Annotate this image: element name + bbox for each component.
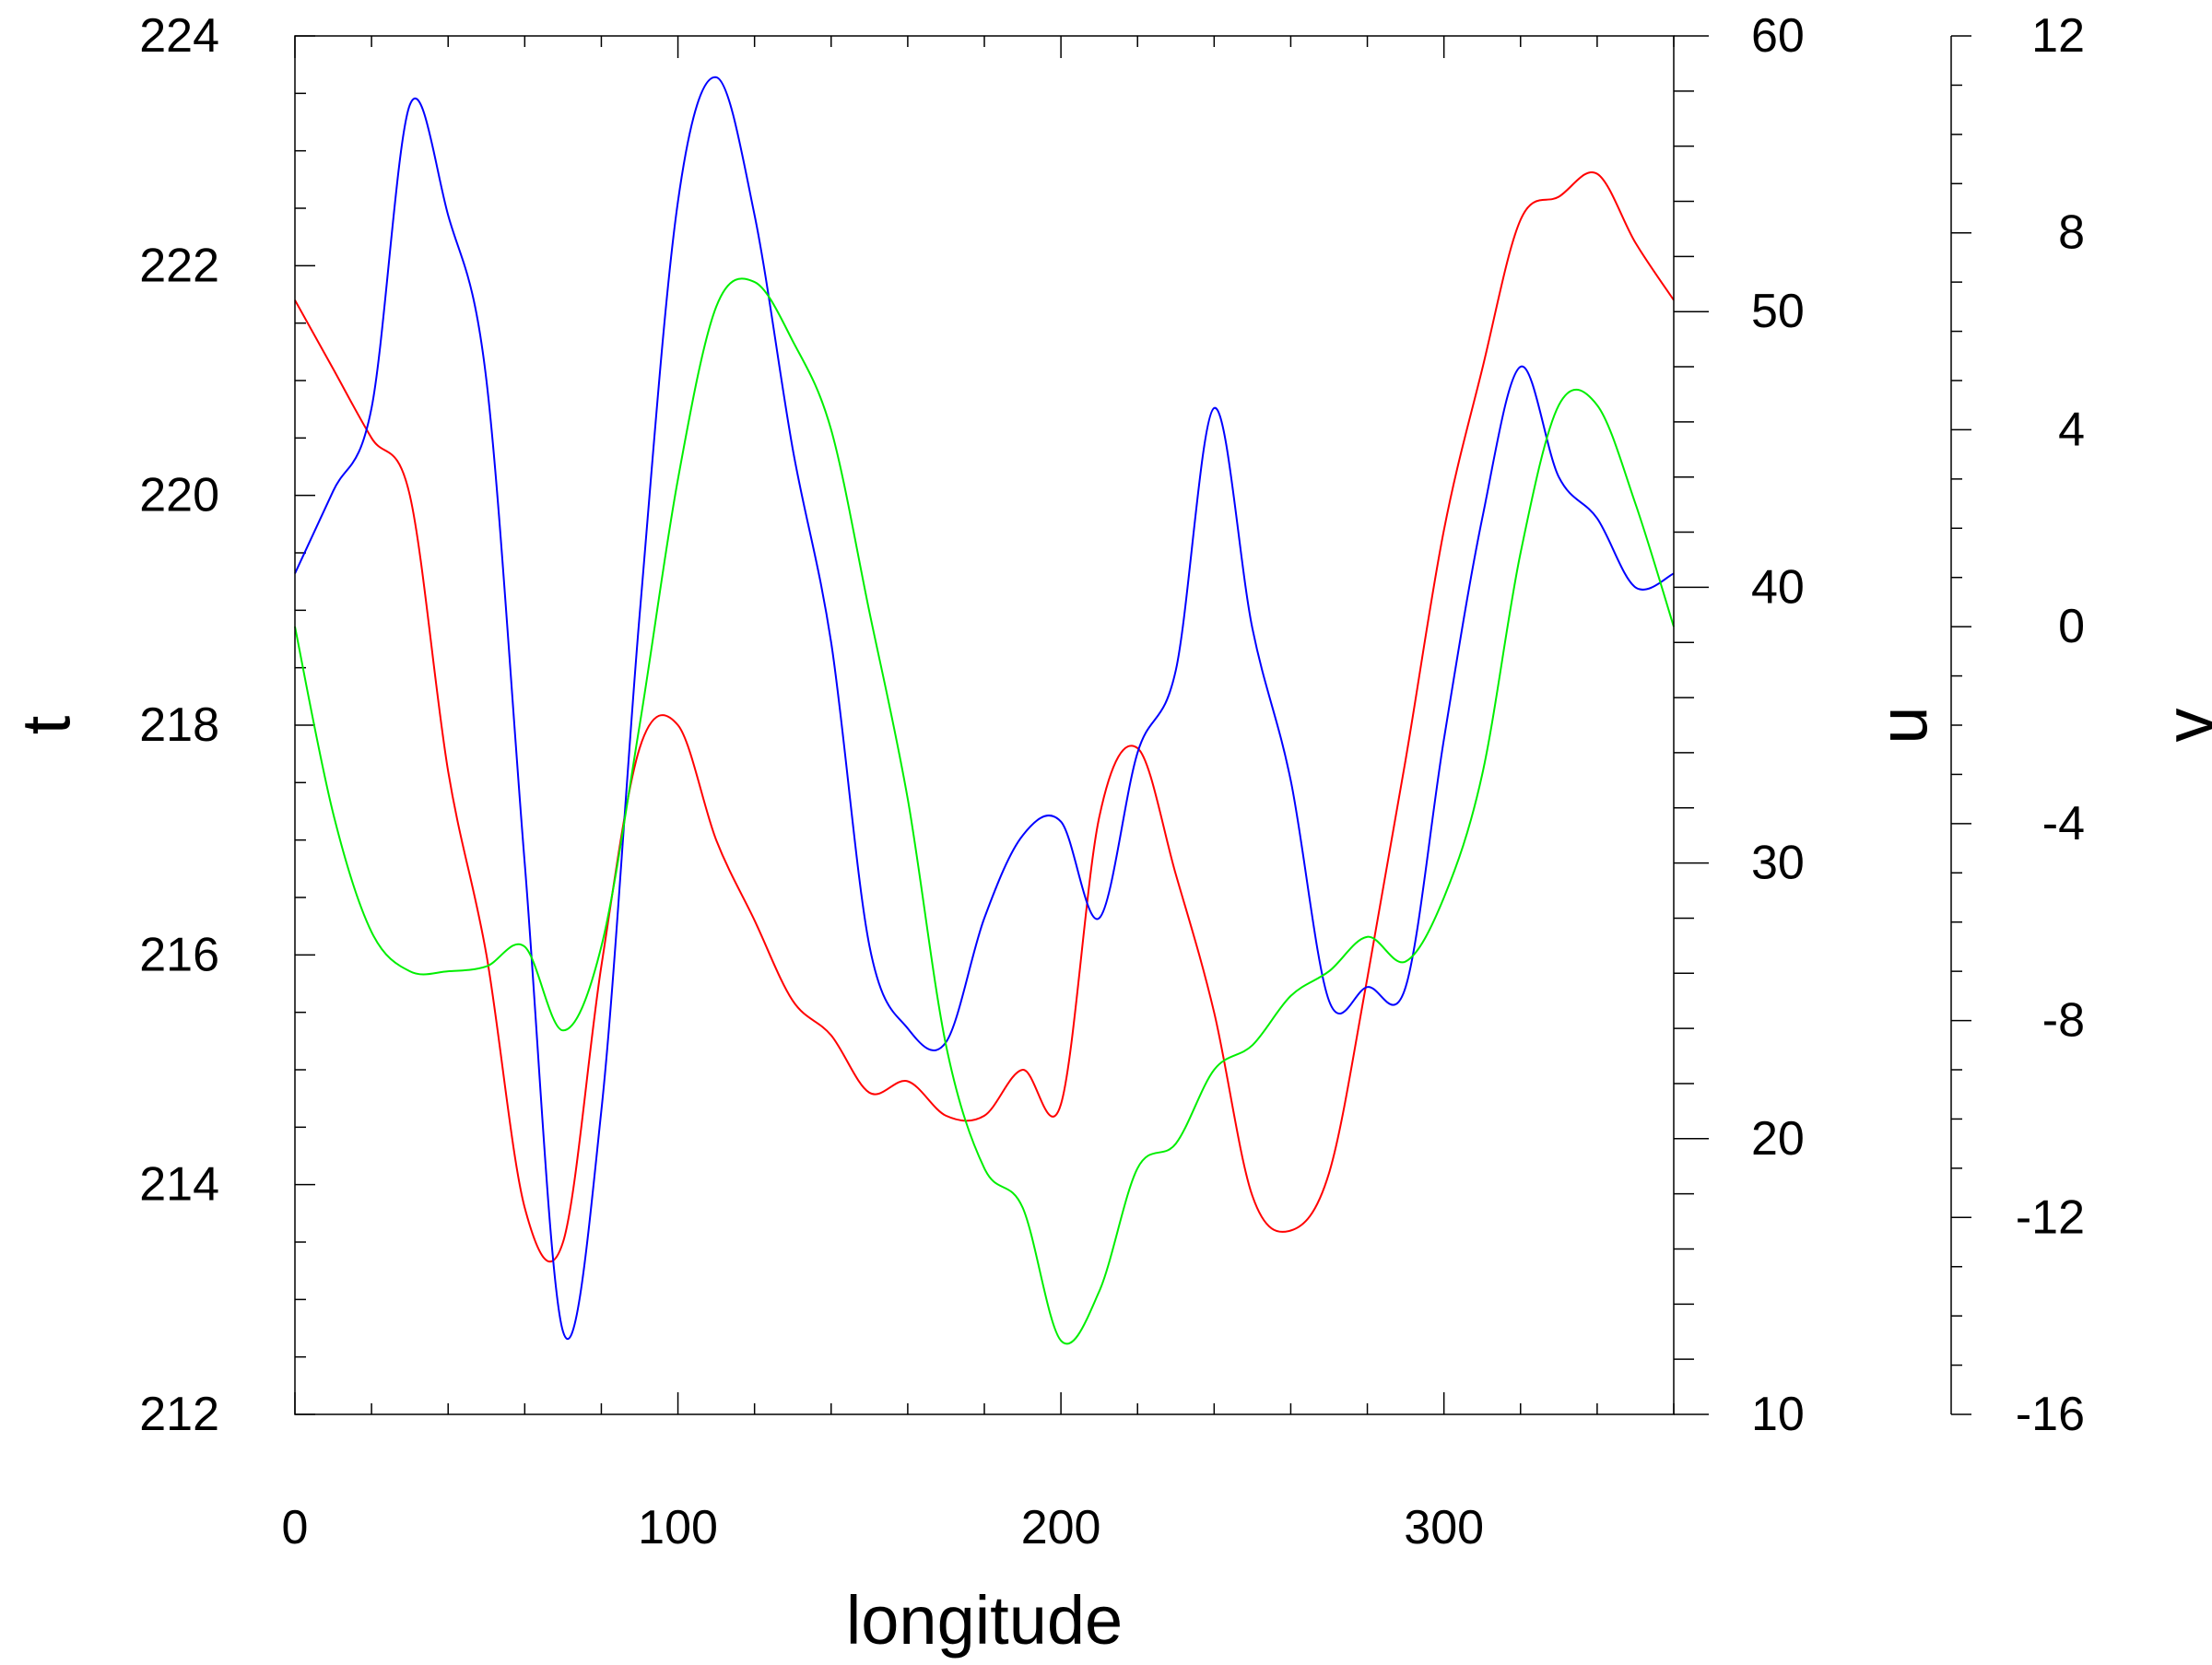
x-tick-label: 200: [1021, 1501, 1101, 1554]
t-tick-label: 224: [139, 9, 219, 63]
v-tick-label: -12: [2016, 1190, 2085, 1244]
series-lines: [294, 76, 1675, 1345]
x-tick-label: 0: [282, 1501, 309, 1554]
v-tick-label: -4: [2042, 797, 2085, 850]
v-tick-label: -8: [2042, 994, 2085, 1048]
u-tick-label: 30: [1751, 837, 1805, 890]
u-tick-label: 50: [1751, 285, 1805, 338]
u-tick-label: 60: [1751, 9, 1805, 63]
u-tick-label: 40: [1751, 560, 1805, 614]
t-axis-title: t: [8, 715, 85, 734]
tick-marks: [294, 35, 1971, 1415]
v-tick-label: -16: [2016, 1388, 2085, 1441]
t-tick-label: 212: [139, 1388, 219, 1441]
x-tick-label: 300: [1404, 1501, 1484, 1554]
x-axis-title: longitude: [846, 1582, 1123, 1659]
x-tick-label: 100: [638, 1501, 718, 1554]
u-tick-label: 10: [1751, 1388, 1805, 1441]
t-tick-label: 214: [139, 1158, 219, 1212]
t-tick-label: 216: [139, 928, 219, 981]
v-tick-label: 8: [2058, 206, 2085, 260]
v-tick-label: 4: [2058, 403, 2085, 456]
series-line-u: [294, 76, 1675, 1341]
plot-frame: [294, 35, 1675, 1415]
u-tick-label: 20: [1751, 1112, 1805, 1166]
v-tick-label: 12: [2031, 9, 2085, 63]
t-tick-label: 222: [139, 239, 219, 292]
tick-labels: 0 100 200 300212214216218220222224102030405…: [139, 9, 2085, 1554]
v-tick-label: 0: [2058, 600, 2085, 653]
series-line-t: [294, 170, 1675, 1263]
series-line-v: [294, 277, 1675, 1345]
t-tick-label: 220: [139, 469, 219, 522]
u-axis-title: u: [1865, 706, 1942, 744]
v-axis-title: v: [2151, 709, 2212, 743]
t-tick-label: 218: [139, 698, 219, 752]
